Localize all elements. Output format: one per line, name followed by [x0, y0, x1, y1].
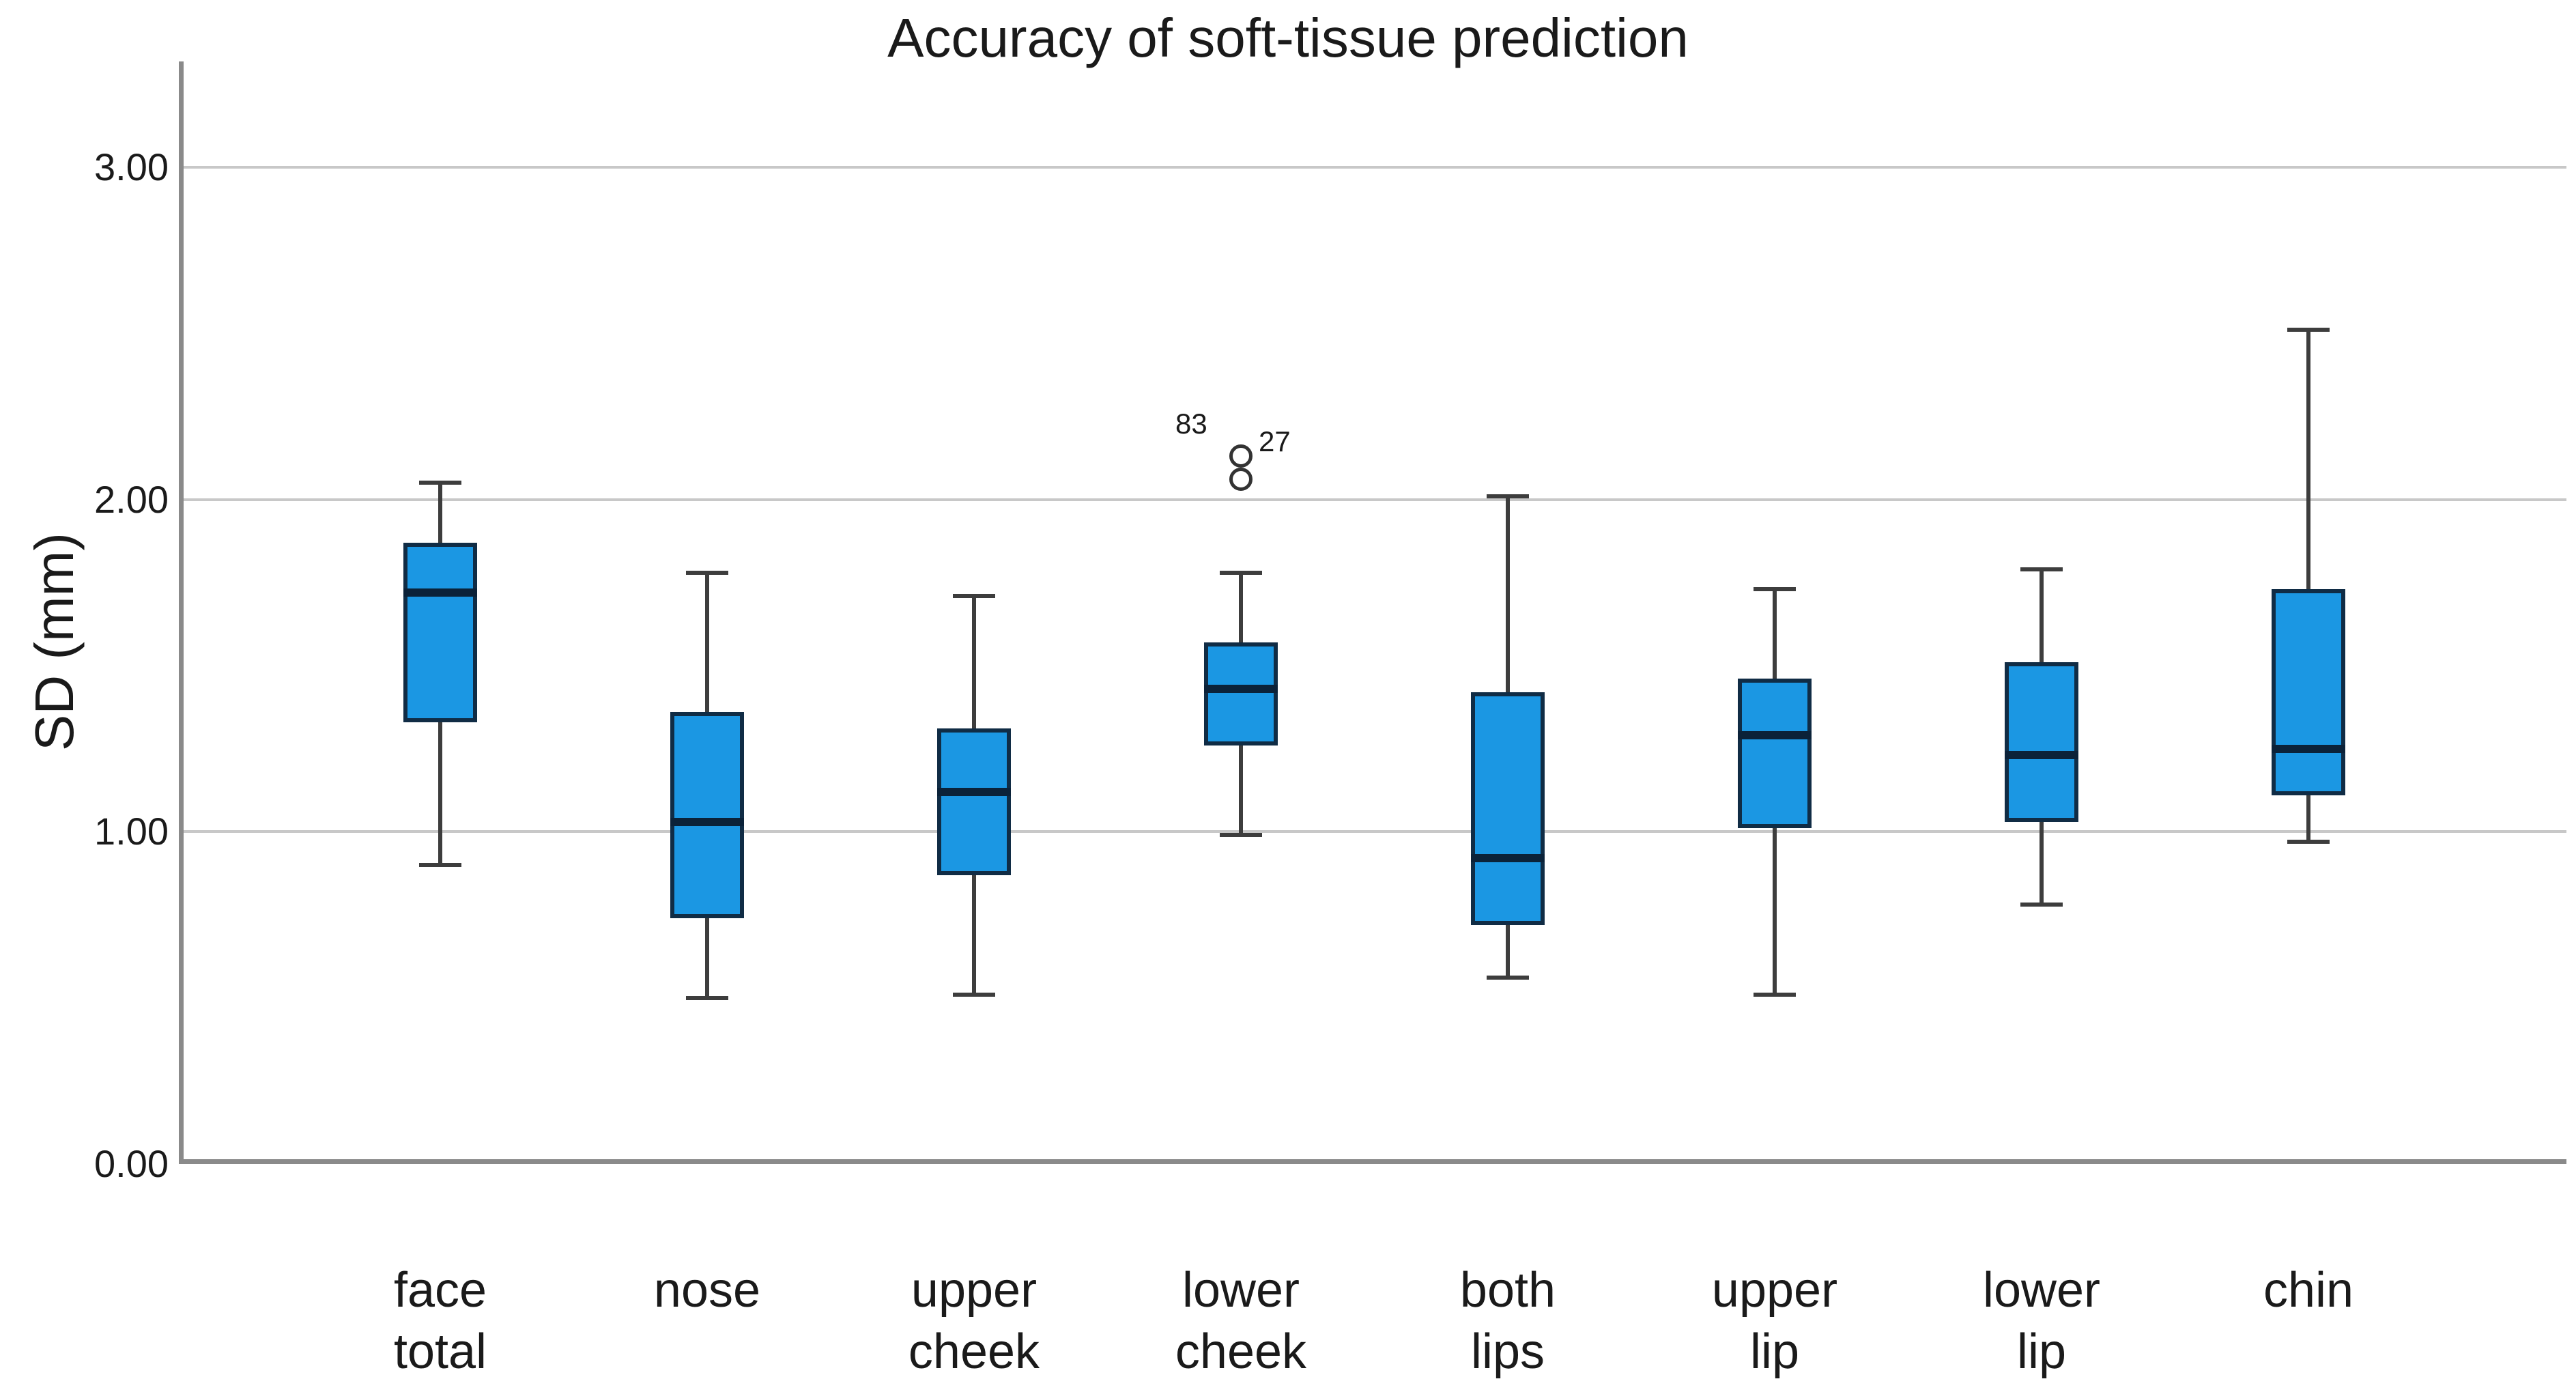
whisker-cap-min — [1220, 833, 1262, 838]
median-line — [1471, 854, 1545, 863]
y-tick-label: 1.00 — [94, 810, 169, 853]
gridline-1.00 — [184, 830, 2566, 834]
outlier-point — [1229, 468, 1253, 492]
x-category-label-face-total: face total — [393, 1263, 487, 1379]
median-line — [403, 588, 477, 597]
whisker-cap-max — [1754, 587, 1796, 591]
y-tick-label: 0.00 — [94, 1142, 169, 1185]
whisker-cap-max — [419, 481, 461, 485]
median-line — [670, 817, 744, 826]
median-line — [2005, 751, 2078, 760]
whisker-cap-max — [2287, 328, 2330, 332]
x-category-label-upper-cheek: upper cheek — [908, 1263, 1040, 1379]
median-line — [937, 787, 1011, 796]
x-category-label-both-lips: both lips — [1459, 1263, 1556, 1379]
whisker-cap-min — [2287, 839, 2330, 844]
y-tick-label: 3.00 — [94, 145, 169, 188]
x-category-label-lower-cheek: lower cheek — [1175, 1263, 1307, 1379]
box-iqr — [937, 728, 1011, 875]
chart-title: Accuracy of soft-tissue prediction — [887, 8, 1689, 68]
box-group-lower-cheek: 27 83 — [184, 61, 2566, 1164]
whisker-cap-min — [686, 995, 728, 1000]
y-tick-label: 2.00 — [94, 477, 169, 521]
x-category-label-chin: chin — [2263, 1263, 2354, 1318]
box-iqr — [2005, 662, 2078, 822]
median-line — [2272, 744, 2345, 753]
whisker-cap-min — [2020, 903, 2063, 907]
whisker-cap-max — [1220, 570, 1262, 575]
gridline-2.00 — [184, 498, 2566, 501]
whisker-cap-max — [953, 593, 995, 598]
median-line — [1738, 731, 1812, 740]
whisker-stem — [2306, 330, 2310, 842]
x-category-label-lower-lip: lower lip — [1982, 1263, 2101, 1379]
whisker-cap-max — [686, 570, 728, 575]
box-group-both-lips — [184, 61, 2566, 1164]
outlier-label: 83 — [1175, 408, 1207, 440]
box-iqr — [2272, 589, 2345, 795]
whisker-cap-min — [953, 992, 995, 997]
box-group-lower-lip — [184, 61, 2566, 1164]
box-group-nose — [184, 61, 2566, 1164]
box-group-face-total — [184, 61, 2566, 1164]
box-iqr — [1204, 642, 1278, 745]
box-group-chin — [184, 61, 2566, 1164]
median-line — [1204, 685, 1278, 694]
whisker-cap-min — [1754, 992, 1796, 997]
y-axis-line — [179, 61, 184, 1164]
gridline-3.00 — [184, 165, 2566, 169]
plot-area: 27 83 — [179, 61, 2566, 1164]
box-iqr — [1471, 692, 1545, 925]
x-axis-line — [179, 1159, 2566, 1164]
box-group-upper-cheek — [184, 61, 2566, 1164]
x-category-label-nose: nose — [653, 1263, 761, 1318]
x-category-label-upper-lip: upper lip — [1711, 1263, 1838, 1379]
outlier-label: 27 — [1259, 425, 1291, 458]
whisker-cap-min — [419, 862, 461, 867]
box-iqr — [403, 542, 477, 722]
whisker-cap-max — [2020, 567, 2063, 571]
box-iqr — [1738, 679, 1812, 829]
box-group-upper-lip — [184, 61, 2566, 1164]
box-iqr — [670, 712, 744, 918]
outlier-point — [1229, 444, 1253, 468]
whisker-cap-max — [1487, 494, 1529, 498]
whisker-cap-min — [1487, 976, 1529, 980]
y-axis-title: SD (mm) — [24, 532, 85, 751]
